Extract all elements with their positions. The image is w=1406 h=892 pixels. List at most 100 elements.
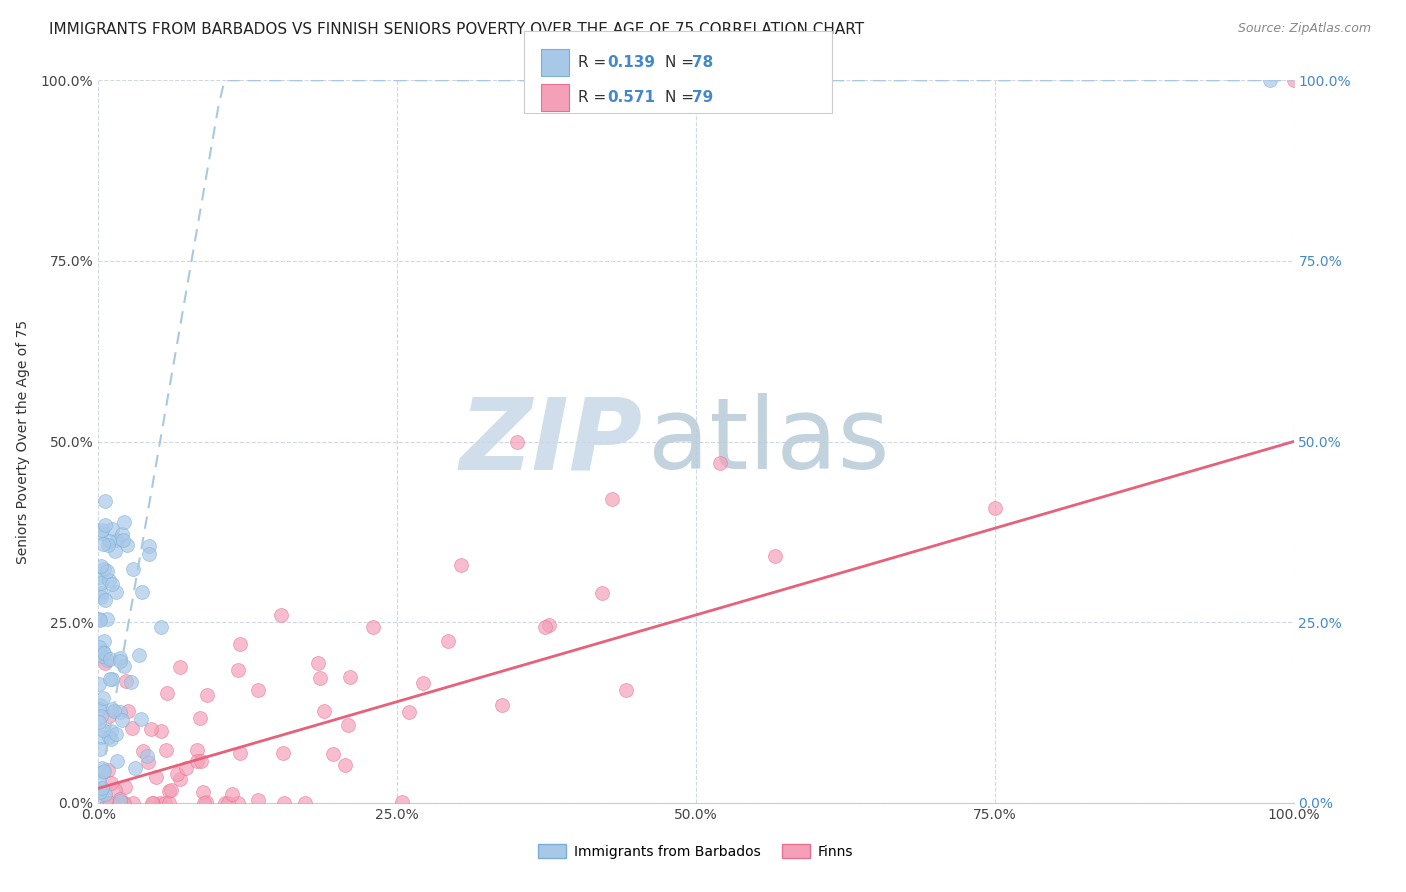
Point bbox=[89, 785, 111, 799]
Point bbox=[271, 746, 294, 760]
Point bbox=[190, 754, 212, 768]
Point bbox=[98, 709, 121, 723]
Point bbox=[169, 772, 191, 786]
Point bbox=[333, 757, 356, 772]
Point bbox=[90, 780, 112, 795]
Point bbox=[157, 796, 180, 810]
Point bbox=[93, 562, 115, 576]
Point bbox=[90, 761, 112, 775]
Legend: Immigrants from Barbados, Finns: Immigrants from Barbados, Finns bbox=[533, 838, 859, 864]
Point bbox=[142, 796, 165, 810]
Point bbox=[108, 654, 131, 668]
Point bbox=[217, 796, 239, 810]
Point bbox=[96, 564, 118, 578]
Point bbox=[94, 517, 117, 532]
Point bbox=[100, 776, 122, 790]
Point bbox=[138, 540, 160, 554]
Text: N =: N = bbox=[665, 90, 699, 105]
Text: ZIP: ZIP bbox=[460, 393, 643, 490]
Point bbox=[229, 637, 252, 651]
Point bbox=[228, 796, 250, 810]
Point bbox=[195, 795, 218, 809]
Point bbox=[100, 702, 122, 716]
Text: Source: ZipAtlas.com: Source: ZipAtlas.com bbox=[1237, 22, 1371, 36]
Point bbox=[108, 794, 131, 808]
Point bbox=[93, 633, 115, 648]
Point bbox=[138, 547, 160, 561]
Point bbox=[412, 676, 434, 690]
Point bbox=[491, 698, 513, 713]
Point bbox=[246, 683, 269, 698]
Point bbox=[93, 646, 115, 660]
Text: 79: 79 bbox=[692, 90, 713, 105]
Point bbox=[111, 527, 134, 541]
Point bbox=[294, 796, 316, 810]
Point bbox=[174, 761, 197, 775]
Point bbox=[87, 715, 110, 730]
Point bbox=[186, 754, 208, 768]
Text: R =: R = bbox=[578, 90, 612, 105]
Text: IMMIGRANTS FROM BARBADOS VS FINNISH SENIORS POVERTY OVER THE AGE OF 75 CORRELATI: IMMIGRANTS FROM BARBADOS VS FINNISH SENI… bbox=[49, 22, 865, 37]
Point bbox=[121, 721, 143, 735]
Point bbox=[193, 796, 215, 810]
Point bbox=[157, 783, 180, 797]
Point bbox=[312, 704, 335, 718]
Point bbox=[103, 704, 125, 718]
Point bbox=[150, 723, 173, 738]
Point bbox=[108, 650, 131, 665]
Point bbox=[111, 714, 134, 728]
Point bbox=[94, 787, 117, 801]
Point bbox=[114, 780, 136, 795]
Point bbox=[112, 659, 135, 673]
Point bbox=[87, 640, 110, 654]
Point bbox=[90, 730, 112, 744]
Point bbox=[94, 494, 117, 508]
Point bbox=[155, 743, 177, 757]
Point bbox=[193, 785, 215, 799]
Point bbox=[270, 608, 292, 623]
Point bbox=[98, 652, 121, 666]
Point bbox=[105, 726, 128, 740]
Point bbox=[90, 586, 112, 600]
Point bbox=[307, 656, 329, 670]
Point bbox=[97, 763, 120, 777]
Point bbox=[87, 702, 110, 716]
Point bbox=[98, 573, 121, 587]
Point bbox=[97, 538, 120, 552]
Point bbox=[984, 501, 1007, 516]
Point bbox=[533, 620, 555, 634]
Point bbox=[538, 618, 561, 632]
Point bbox=[93, 764, 115, 779]
Point bbox=[139, 722, 162, 736]
Point bbox=[339, 670, 361, 684]
Point bbox=[141, 796, 163, 810]
Point bbox=[117, 704, 139, 718]
Point bbox=[122, 796, 145, 810]
Point bbox=[96, 612, 118, 626]
Point bbox=[112, 515, 135, 529]
Point bbox=[309, 672, 332, 686]
Text: 0.139: 0.139 bbox=[607, 55, 655, 70]
Point bbox=[124, 761, 146, 775]
Point bbox=[186, 743, 208, 757]
Point bbox=[117, 537, 139, 551]
Point bbox=[90, 709, 112, 723]
Point bbox=[87, 611, 110, 625]
Point bbox=[398, 706, 420, 720]
Text: N =: N = bbox=[665, 55, 699, 70]
Y-axis label: Seniors Poverty Over the Age of 75: Seniors Poverty Over the Age of 75 bbox=[15, 319, 30, 564]
Point bbox=[89, 698, 111, 713]
Text: R =: R = bbox=[578, 55, 612, 70]
Point bbox=[90, 789, 112, 803]
Point bbox=[221, 787, 243, 801]
Point bbox=[90, 559, 112, 574]
Point bbox=[153, 796, 176, 810]
Point bbox=[115, 674, 138, 689]
Point bbox=[94, 657, 117, 671]
Point bbox=[336, 717, 359, 731]
Point bbox=[111, 533, 134, 548]
Point bbox=[93, 764, 115, 778]
Point bbox=[391, 795, 413, 809]
Point bbox=[614, 683, 637, 698]
Point bbox=[436, 634, 458, 648]
